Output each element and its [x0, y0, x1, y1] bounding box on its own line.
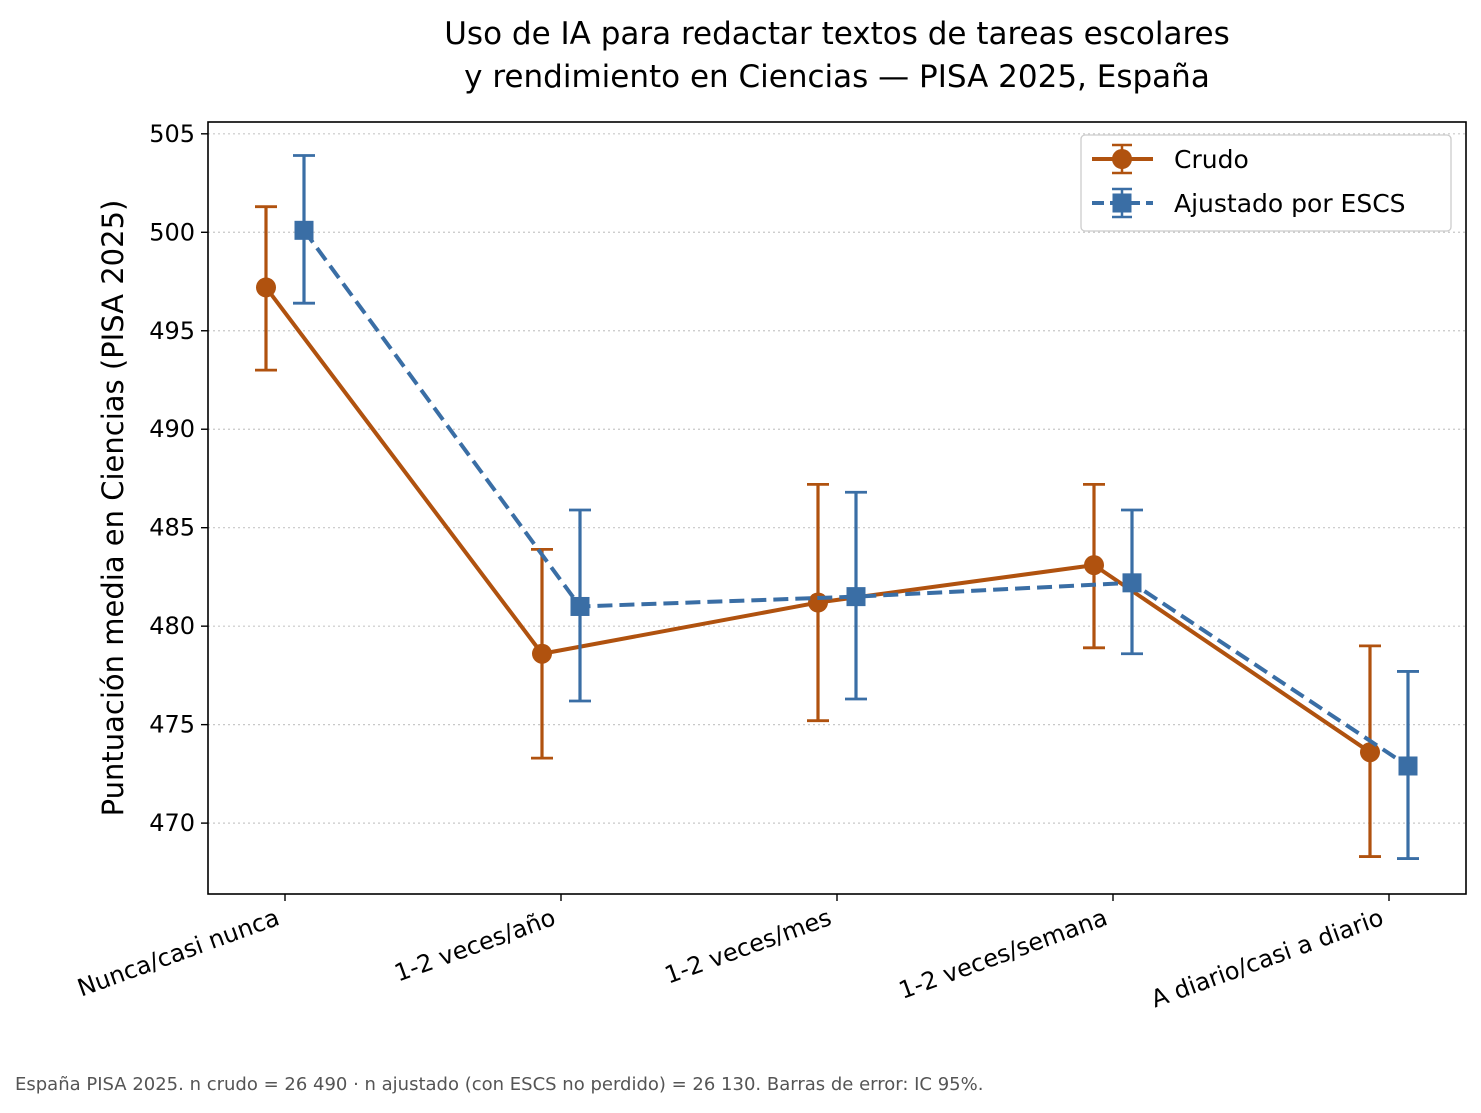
legend: Crudo Ajustado por ESCS [1080, 134, 1452, 232]
chart-title: Uso de IA para redactar textos de tareas… [444, 16, 1230, 95]
data-point [256, 277, 276, 298]
x-tick-label: Nunca/casi nunca [74, 903, 283, 1002]
legend-label: Crudo [1174, 145, 1249, 174]
chart-title-line-2: y rendimiento en Ciencias — PISA 2025, E… [464, 59, 1210, 95]
series-line [302, 229, 1410, 768]
data-point [570, 596, 590, 616]
x-axis: Nunca/casi nunca 1-2 veces/año 1-2 veces/m… [74, 894, 1390, 1013]
legend-marker [1112, 149, 1132, 169]
x-tick-label: 1-2 veces/semana [895, 903, 1111, 1004]
chart-title-line-1: Uso de IA para redactar textos de tareas… [444, 16, 1230, 52]
y-tick-label: 480 [149, 612, 195, 640]
data-point [808, 592, 828, 613]
y-tick-label: 495 [149, 317, 195, 345]
data-point [1122, 573, 1142, 593]
y-axis-label: Puntuación media en Ciencias (PISA 2025) [96, 200, 130, 817]
y-tick-label: 490 [149, 415, 195, 443]
legend-label: Ajustado por ESCS [1174, 189, 1406, 218]
legend-marker [1112, 193, 1132, 213]
data-point [1084, 555, 1104, 576]
legend-box [1080, 134, 1452, 232]
x-tick-label: 1-2 veces/año [391, 903, 559, 987]
grid-lines [208, 133, 1466, 824]
legend-item-0: Crudo [1092, 143, 1249, 175]
x-tick-label: A diario/casi a diario [1147, 903, 1387, 1013]
legend-item-1: Ajustado por ESCS [1092, 187, 1406, 219]
y-tick-label: 505 [149, 120, 195, 148]
series-0 [255, 205, 1381, 858]
plot-frame [207, 121, 1467, 895]
y-tick-label: 470 [149, 809, 195, 837]
x-tick-label: 1-2 veces/mes [661, 903, 835, 989]
data-point [1398, 756, 1418, 776]
data-point [846, 587, 866, 607]
y-axis: 470 475 480 485 490 495 500 505 [149, 120, 208, 837]
series-layer [255, 154, 1419, 860]
data-point [1360, 742, 1380, 763]
data-point [532, 643, 552, 664]
series-1 [293, 154, 1419, 860]
chart: Uso de IA para redactar textos de tareas… [74, 16, 1467, 1013]
y-tick-label: 475 [149, 711, 195, 739]
y-tick-label: 500 [149, 218, 195, 246]
y-tick-label: 485 [149, 514, 195, 542]
footnote: España PISA 2025. n crudo = 26 490 · n a… [15, 1074, 984, 1095]
data-point [294, 220, 314, 240]
